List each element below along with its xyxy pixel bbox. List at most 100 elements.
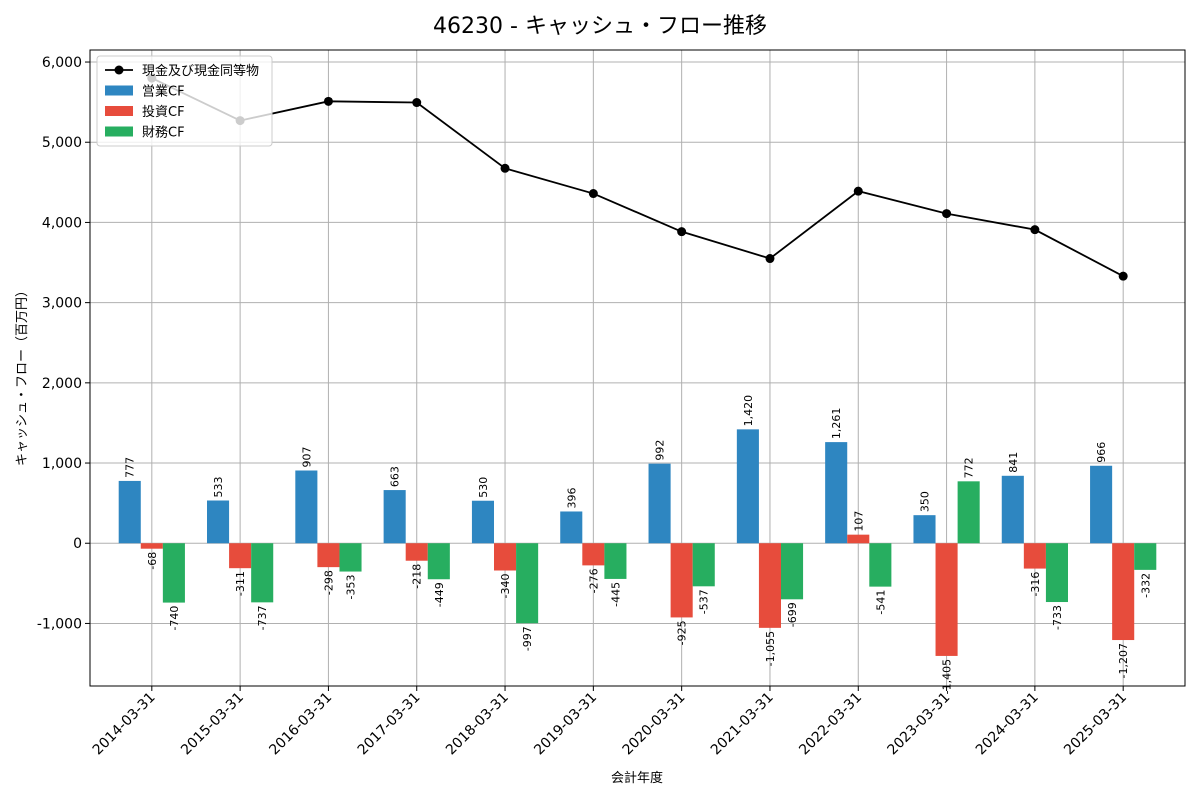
bar-value-label: 663 bbox=[389, 466, 402, 487]
x-tick-label: 2025-03-31 bbox=[1061, 690, 1130, 759]
bar-0 bbox=[295, 470, 318, 544]
bar-1 bbox=[670, 543, 693, 618]
y-tick-label: 3,000 bbox=[42, 296, 82, 312]
x-tick-label: 2015-03-31 bbox=[178, 690, 247, 759]
bar-0 bbox=[913, 515, 936, 544]
bar-value-label: 1,261 bbox=[830, 408, 843, 440]
bar-2 bbox=[1134, 543, 1157, 570]
x-tick-label: 2014-03-31 bbox=[90, 690, 159, 759]
bar-0 bbox=[560, 511, 583, 544]
bar-series bbox=[118, 429, 1157, 656]
bar-value-label: -340 bbox=[499, 574, 512, 599]
legend-label: 営業CF bbox=[142, 84, 185, 100]
legend-label: 財務CF bbox=[142, 126, 185, 141]
bar-2 bbox=[869, 543, 892, 587]
x-tick-label: 2024-03-31 bbox=[973, 690, 1042, 759]
bar-value-label: 907 bbox=[300, 446, 313, 467]
x-tick-label: 2022-03-31 bbox=[796, 690, 865, 759]
cash-balance-point bbox=[1118, 271, 1128, 281]
bar-value-label: -449 bbox=[433, 582, 446, 607]
bar-value-label: -353 bbox=[345, 575, 358, 600]
bar-value-label: -1,207 bbox=[1117, 643, 1130, 678]
bar-value-label: 1,420 bbox=[742, 395, 755, 427]
y-tick-label: 5,000 bbox=[42, 135, 82, 151]
y-tick-label: 4,000 bbox=[42, 215, 82, 231]
bar-1 bbox=[1112, 543, 1135, 641]
bar-2 bbox=[604, 543, 627, 579]
bar-1 bbox=[229, 543, 252, 569]
bar-1 bbox=[758, 543, 781, 628]
bar-1 bbox=[1023, 543, 1046, 569]
y-tick-label: 2,000 bbox=[42, 376, 82, 392]
bar-1 bbox=[405, 543, 428, 561]
bar-0 bbox=[207, 500, 230, 544]
y-axis-label: キャッシュ・フロー（百万円） bbox=[15, 284, 30, 466]
bar-1 bbox=[847, 534, 870, 544]
bar-0 bbox=[1001, 475, 1024, 544]
x-tick-label: 2020-03-31 bbox=[620, 690, 689, 759]
y-axis-ticks: -1,000 0 1,000 2,000 3,000 4,000 5,000 6,000 bbox=[37, 55, 90, 632]
x-tick-label: 2023-03-31 bbox=[885, 690, 954, 759]
legend-bar-swatch bbox=[105, 126, 133, 137]
bar-2 bbox=[516, 543, 539, 624]
bar-2 bbox=[780, 543, 804, 600]
y-tick-label: -1,000 bbox=[37, 616, 82, 632]
cash-balance-point bbox=[677, 227, 687, 237]
bar-0 bbox=[648, 463, 671, 544]
bar-value-label: 992 bbox=[654, 440, 667, 461]
bar-value-label: -311 bbox=[234, 571, 247, 596]
x-tick-label: 2021-03-31 bbox=[708, 690, 777, 759]
bar-0 bbox=[471, 500, 495, 544]
cash-balance-point bbox=[853, 186, 863, 196]
bar-1 bbox=[582, 543, 605, 566]
bar-value-label: -925 bbox=[676, 620, 689, 645]
cash-balance-line bbox=[147, 73, 1128, 281]
x-axis-label: 会計年度 bbox=[611, 770, 663, 786]
y-tick-label: 1,000 bbox=[42, 456, 82, 472]
bar-value-label: -332 bbox=[1139, 573, 1152, 598]
bar-value-label: -737 bbox=[256, 605, 269, 630]
cash-balance-point bbox=[412, 98, 422, 108]
bar-2 bbox=[427, 543, 450, 580]
bar-value-label: 772 bbox=[963, 457, 976, 478]
bar-value-label: 530 bbox=[477, 477, 490, 498]
cash-balance-point bbox=[765, 254, 775, 264]
x-tick-label: 2018-03-31 bbox=[443, 690, 512, 759]
bar-2 bbox=[339, 543, 362, 572]
x-tick-label: 2019-03-31 bbox=[531, 690, 600, 759]
bar-0 bbox=[736, 429, 759, 544]
bar-2 bbox=[1045, 543, 1068, 603]
bar-2 bbox=[251, 543, 274, 603]
plot-frame bbox=[89, 49, 1186, 687]
bar-value-label: -218 bbox=[411, 564, 424, 589]
bar-value-label: 396 bbox=[565, 487, 578, 508]
cash-balance-polyline bbox=[151, 77, 1124, 277]
bar-value-label: -699 bbox=[786, 602, 799, 627]
x-tick-label: 2016-03-31 bbox=[266, 690, 335, 759]
bar-value-label: 966 bbox=[1095, 442, 1108, 463]
bar-value-label: -68 bbox=[146, 552, 159, 570]
bar-value-label: 841 bbox=[1007, 452, 1020, 473]
bar-value-label: 350 bbox=[918, 491, 931, 512]
cash-balance-point bbox=[942, 209, 952, 219]
bar-value-label: -445 bbox=[609, 582, 622, 607]
bar-value-label: -537 bbox=[698, 589, 711, 614]
y-tick-label: 6,000 bbox=[42, 55, 82, 71]
bar-2 bbox=[162, 543, 185, 603]
bar-value-label: 533 bbox=[212, 476, 225, 497]
bar-value-label: -316 bbox=[1029, 572, 1042, 597]
bar-value-label: -740 bbox=[168, 606, 181, 631]
legend-label: 投資CF bbox=[142, 104, 185, 120]
bar-2 bbox=[957, 481, 980, 544]
grid-lines bbox=[90, 50, 1185, 686]
x-tick-label: 2017-03-31 bbox=[355, 690, 424, 759]
bar-1 bbox=[935, 543, 958, 656]
bar-1 bbox=[140, 543, 163, 549]
bar-value-label: -733 bbox=[1051, 605, 1064, 630]
bar-2 bbox=[692, 543, 715, 587]
cash-balance-point bbox=[1030, 225, 1040, 235]
bar-0 bbox=[1090, 465, 1113, 544]
legend-box bbox=[96, 55, 273, 147]
